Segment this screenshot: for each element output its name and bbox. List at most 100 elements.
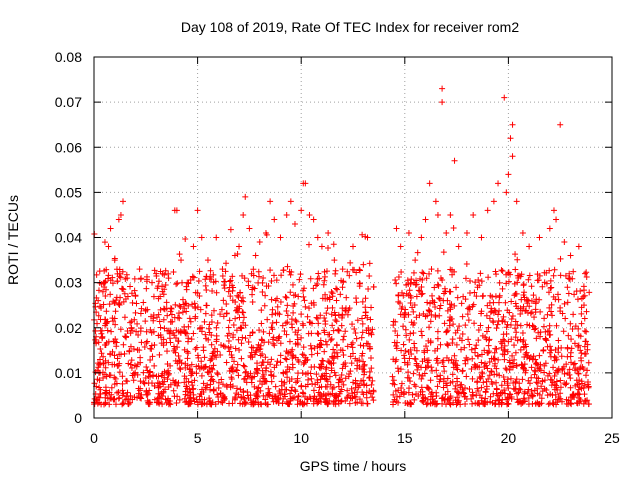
roti-point — [173, 281, 179, 287]
roti-point — [92, 328, 98, 334]
roti-point — [463, 275, 469, 281]
roti-point — [578, 355, 584, 361]
roti-point — [360, 321, 366, 327]
roti-point — [543, 336, 549, 342]
roti-point — [503, 189, 509, 195]
roti-point — [98, 331, 104, 337]
roti-point — [133, 310, 139, 316]
roti-point — [205, 257, 211, 263]
roti-point — [410, 330, 416, 336]
roti-point — [426, 324, 432, 330]
roti-point — [127, 320, 133, 326]
roti-point — [464, 230, 470, 236]
roti-point — [563, 381, 569, 387]
roti-point — [278, 299, 284, 305]
roti-point — [540, 347, 546, 353]
roti-point — [330, 290, 336, 296]
roti-point — [94, 272, 100, 278]
y-tick-label: 0.08 — [55, 49, 82, 65]
roti-point — [236, 314, 242, 320]
y-tick-label: 0.01 — [55, 365, 82, 381]
roti-point — [488, 394, 494, 400]
roti-point — [287, 339, 293, 345]
roti-point — [143, 389, 149, 395]
roti-point — [360, 299, 366, 305]
roti-point — [437, 306, 443, 312]
roti-point — [234, 293, 240, 299]
roti-point — [237, 400, 243, 406]
roti-point — [287, 289, 293, 295]
roti-point — [466, 317, 472, 323]
roti-point — [233, 346, 239, 352]
roti-point — [510, 313, 516, 319]
roti-point — [149, 280, 155, 286]
roti-point — [308, 346, 314, 352]
roti-point — [309, 352, 315, 358]
roti-point — [419, 269, 425, 275]
roti-point — [177, 397, 183, 403]
roti-point — [484, 313, 490, 319]
roti-point — [493, 401, 499, 407]
roti-point — [453, 284, 459, 290]
roti-point — [209, 342, 215, 348]
roti-point — [455, 295, 461, 301]
roti-point — [151, 342, 157, 348]
roti-point — [565, 333, 571, 339]
roti-point — [548, 354, 554, 360]
roti-point — [342, 328, 348, 334]
roti-point — [270, 320, 276, 326]
x-tick-label: 15 — [397, 430, 413, 446]
roti-point — [547, 225, 553, 231]
roti-point — [226, 325, 232, 331]
roti-point — [319, 244, 325, 250]
roti-point — [203, 283, 209, 289]
roti-point — [200, 344, 206, 350]
roti-point — [500, 268, 506, 274]
roti-point — [96, 287, 102, 293]
roti-point — [401, 341, 407, 347]
roti-point — [167, 335, 173, 341]
points-layer — [91, 86, 592, 408]
roti-point — [395, 365, 401, 371]
roti-point — [241, 363, 247, 369]
roti-point — [308, 376, 314, 382]
roti-point — [300, 294, 306, 300]
roti-point — [196, 278, 202, 284]
roti-point — [254, 366, 260, 372]
roti-point — [226, 338, 232, 344]
roti-point — [151, 363, 157, 369]
roti-point — [403, 327, 409, 333]
roti-point — [435, 282, 441, 288]
roti-point — [236, 244, 242, 250]
roti-point — [331, 328, 337, 334]
roti-point — [433, 198, 439, 204]
roti-point — [418, 328, 424, 334]
roti-point — [366, 375, 372, 381]
roti-point — [269, 297, 275, 303]
roti-point — [315, 235, 321, 241]
roti-point — [444, 329, 450, 335]
roti-point — [230, 288, 236, 294]
roti-point — [555, 338, 561, 344]
roti-point — [190, 244, 196, 250]
roti-point — [324, 342, 330, 348]
roti-point — [586, 401, 592, 407]
roti-point — [311, 216, 317, 222]
roti-point — [106, 244, 112, 250]
roti-point — [368, 355, 374, 361]
roti-point — [340, 266, 346, 272]
roti-point — [511, 342, 517, 348]
roti-point — [525, 277, 531, 283]
roti-point — [565, 299, 571, 305]
roti-point — [347, 260, 353, 266]
roti-point — [505, 171, 511, 177]
roti-point — [438, 342, 444, 348]
roti-point — [224, 359, 230, 365]
roti-point — [368, 365, 374, 371]
roti-point — [541, 363, 547, 369]
x-tick-label: 0 — [90, 430, 98, 446]
roti-point — [497, 293, 503, 299]
roti-point — [246, 225, 252, 231]
roti-point — [415, 250, 421, 256]
roti-point — [366, 273, 372, 279]
